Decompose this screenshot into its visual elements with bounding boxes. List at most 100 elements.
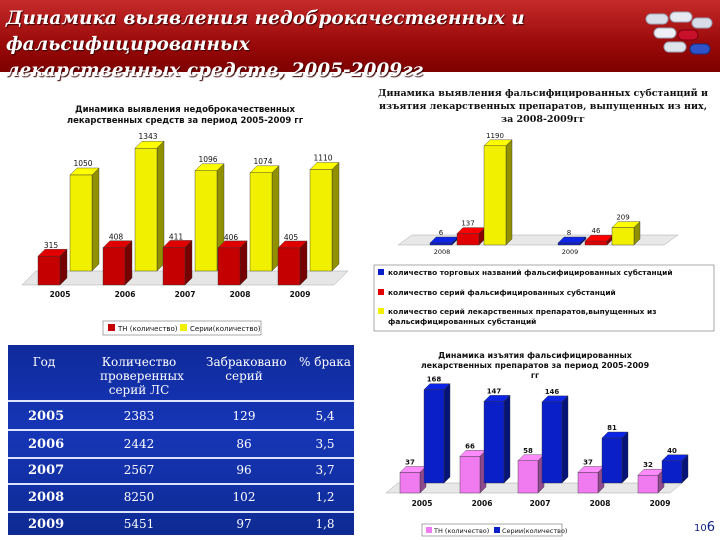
table-divider — [8, 457, 354, 459]
chart3-legend — [421, 523, 563, 537]
bar — [162, 239, 193, 286]
chart1-label: 315 — [44, 241, 59, 250]
chart3-label: 37 — [583, 458, 593, 466]
chart2-label: 137 — [461, 220, 474, 228]
chart1-title: Динамика выявления недоброкачественных л… — [66, 105, 304, 126]
chart2-legend-swatch — [378, 308, 384, 314]
bar — [423, 383, 451, 484]
chart1-tick: 2005 — [50, 290, 71, 299]
bar — [249, 165, 280, 272]
table-header-year: Год — [32, 355, 56, 369]
chart1-label: 1110 — [313, 154, 332, 163]
chart1-label: 1096 — [198, 155, 217, 164]
chart3-legend-label: ТН (количество) — [433, 527, 489, 535]
chart2-legend-label: количество серий фальсифицированных субс… — [388, 288, 616, 297]
page-title: Динамика выявления недоброкачественных и… — [6, 6, 666, 84]
bar — [517, 454, 545, 494]
table-cell-percent: 5,4 — [315, 409, 335, 423]
chart3-label: 146 — [545, 388, 560, 396]
bar — [483, 394, 511, 484]
chart1-label: 405 — [284, 233, 299, 242]
bar — [601, 431, 629, 484]
bar — [399, 465, 427, 494]
data-table: Год Количество проверенных серий ЛС Забр… — [8, 345, 354, 535]
page-number-main: 6 — [706, 520, 716, 535]
table-divider — [8, 483, 354, 485]
chart1-tick: 2007 — [175, 290, 196, 299]
chart2-title: Динамика выявления фальсифицированных су… — [378, 88, 708, 125]
chart1-label: 1050 — [73, 159, 92, 168]
chart3-tick: 2007 — [530, 499, 551, 508]
table-cell-percent: 1,8 — [315, 517, 335, 531]
bar — [459, 449, 487, 494]
chart1-label: 411 — [169, 232, 184, 241]
bar — [456, 227, 486, 246]
chart1-tick: 2008 — [230, 290, 251, 299]
table-cell-percent: 1,2 — [315, 490, 335, 504]
table-cell-checked: 2567 — [123, 463, 155, 477]
chart2-legend — [373, 264, 715, 332]
chart3-label: 58 — [523, 447, 533, 455]
table-cell-rejected: 129 — [232, 409, 256, 423]
chart1-panel — [8, 95, 366, 340]
chart1-label: 1343 — [138, 132, 157, 141]
chart3-tick: 2008 — [590, 499, 611, 508]
chart3-svg: 37 168 2005 66 147 2006 58 146 2007 37 81 2008 32 40 2… — [385, 376, 689, 537]
bar — [429, 236, 459, 246]
table-cell-rejected: 86 — [236, 437, 252, 451]
bar — [102, 240, 133, 286]
chart2-label: 46 — [592, 227, 601, 235]
table-cell-checked: 2383 — [123, 409, 155, 423]
chart2-tick: 2008 — [434, 248, 451, 256]
chart1-legend-label: Серии(количество) — [190, 325, 261, 333]
header-banner: Динамика выявления недоброкачественных и… — [0, 0, 720, 81]
page-number-sub: 10 — [694, 523, 707, 534]
page-number: 106 — [694, 520, 715, 535]
chart3-label: 147 — [487, 387, 502, 395]
table-cell-year: 2009 — [28, 517, 65, 532]
chart1-tick: 2006 — [115, 290, 136, 299]
table-divider — [8, 511, 354, 513]
bar — [483, 139, 513, 246]
chart3-legend-swatch — [494, 527, 500, 533]
table-header-rejected: Забраковано серий — [206, 355, 287, 383]
chart1-tick: 2009 — [290, 290, 311, 299]
table-cell-checked: 8250 — [123, 490, 155, 504]
chart3-label: 66 — [465, 442, 475, 450]
chart1-legend-swatch — [108, 324, 115, 331]
table-cell-year: 2008 — [28, 490, 65, 505]
pills-decoration-icon — [645, 11, 713, 55]
chart3-tick: 2005 — [412, 499, 433, 508]
table-divider — [8, 429, 354, 431]
bar — [611, 221, 641, 246]
bar — [557, 236, 587, 246]
table-cell-percent: 3,5 — [315, 437, 335, 451]
bar — [37, 248, 68, 286]
bar — [134, 140, 165, 272]
table-cell-rejected: 102 — [232, 490, 256, 504]
table-cell-year: 2005 — [28, 409, 65, 424]
table-cell-year: 2007 — [28, 463, 65, 478]
table-header-checked: Количество проверенных серий ЛС — [100, 355, 184, 397]
chart2-label: 6 — [439, 229, 444, 237]
chart2-svg: 6 137 1190 2008 8 46 209 2009 количество торговы… — [373, 132, 715, 332]
table-cell-checked: 2442 — [123, 437, 155, 451]
bar — [69, 167, 100, 272]
bar — [577, 465, 605, 494]
chart1-legend-swatch — [180, 324, 187, 331]
chart3-label: 37 — [405, 458, 415, 466]
bar — [309, 162, 340, 272]
chart2-label: 1190 — [486, 132, 504, 140]
bar — [541, 395, 569, 484]
page-title-line1: Динамика выявления недоброкачественных и… — [6, 8, 525, 55]
chart2-legend-label: количество серий лекарственных препарато… — [388, 307, 657, 326]
bar — [217, 240, 248, 286]
chart1-legend-label: ТН (количество) — [117, 325, 178, 333]
chart3-label: 32 — [643, 461, 653, 469]
chart1-label: 408 — [109, 233, 124, 242]
chart1-svg: 315 1050 2005 408 1343 2006 411 1096 2007 406 1074… — [21, 132, 349, 336]
chart3-tick: 2006 — [472, 499, 493, 508]
table-divider — [8, 400, 354, 402]
chart2-legend-label: количество торговых названий фальсифицир… — [388, 268, 673, 277]
table-cell-percent: 3,7 — [315, 463, 335, 477]
